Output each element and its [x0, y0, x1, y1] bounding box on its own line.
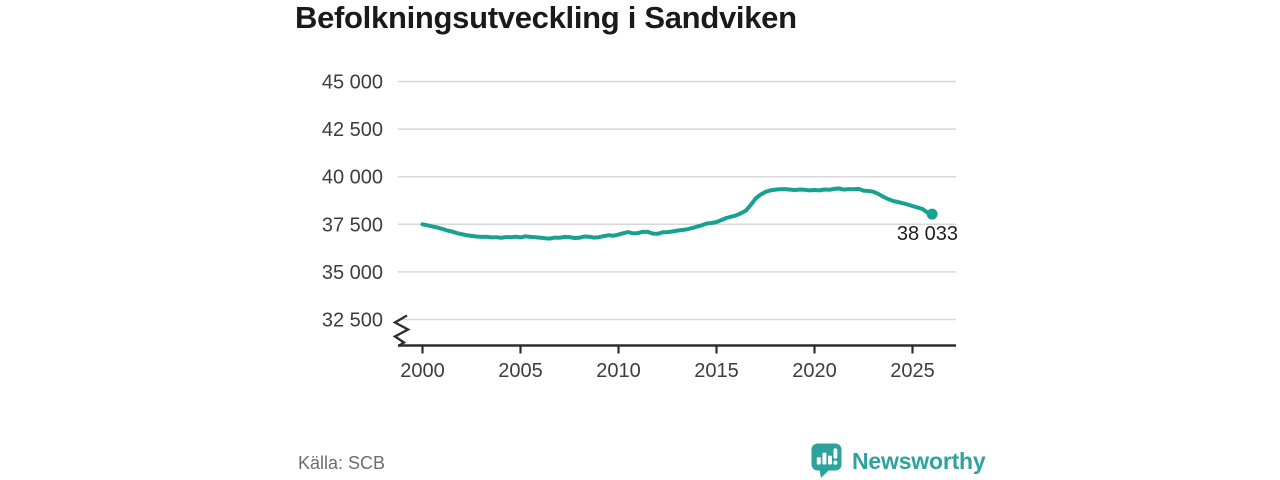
newsworthy-speech-bubble-bar-chart-icon — [811, 443, 842, 478]
x-tick-label: 2000 — [400, 360, 445, 382]
x-tick-label: 2020 — [792, 360, 837, 382]
y-tick-label: 45 000 — [322, 72, 383, 94]
y-tick-label: 32 500 — [322, 310, 383, 332]
y-tick-label: 37 500 — [322, 214, 383, 236]
x-tick-label: 2015 — [694, 360, 739, 382]
end-value-annotation: 38 033 — [897, 223, 958, 245]
y-tick-label: 40 000 — [322, 167, 383, 189]
x-tick-label: 2025 — [890, 360, 935, 382]
series-end-dot — [926, 208, 938, 220]
source-label: Källa: SCB — [298, 453, 386, 473]
x-tick-label: 2005 — [498, 360, 543, 382]
page-title: Befolkningsutveckling i Sandviken — [295, 0, 797, 35]
newsworthy-wordmark: Newsworthy — [852, 447, 986, 474]
y-axis-break-icon — [392, 314, 411, 348]
y-tick-label: 42 500 — [322, 119, 383, 141]
x-tick-label: 2010 — [596, 360, 641, 382]
y-tick-label: 35 000 — [322, 262, 383, 284]
newsworthy-logo: Newsworthy — [811, 443, 986, 479]
population-series-line — [420, 186, 935, 241]
